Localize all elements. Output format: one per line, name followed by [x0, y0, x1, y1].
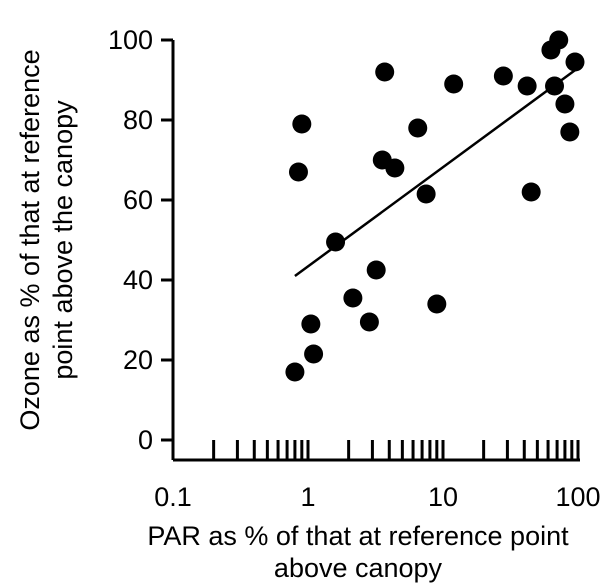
- x-tick-label: 100: [555, 482, 600, 512]
- data-point: [555, 94, 575, 114]
- data-point: [545, 76, 565, 96]
- data-point: [288, 162, 308, 182]
- y-tick-label: 0: [138, 425, 153, 455]
- data-points: [285, 30, 585, 382]
- data-point: [285, 362, 305, 382]
- data-point: [326, 232, 346, 252]
- data-point: [375, 62, 395, 82]
- y-axis-title-line-2: point above the canopy: [48, 100, 78, 380]
- data-point: [416, 184, 436, 204]
- data-point: [493, 66, 513, 86]
- x-tick-label: 1: [300, 482, 315, 512]
- axis-titles: PAR as % of that at reference pointabove…: [15, 49, 569, 583]
- data-point: [549, 30, 569, 50]
- x-axis-title-line-1: PAR as % of that at reference point: [147, 521, 569, 551]
- ticks: [161, 38, 580, 460]
- data-point: [444, 74, 464, 94]
- data-point: [427, 294, 447, 314]
- y-tick-label: 100: [108, 25, 153, 55]
- data-point: [343, 288, 363, 308]
- data-point: [385, 158, 405, 178]
- y-tick-label: 80: [123, 105, 153, 135]
- data-point: [408, 118, 428, 138]
- tick-labels: 0 20 40 60 80 100 0.1 1 10 100: [108, 25, 601, 512]
- data-point: [565, 52, 585, 72]
- y-axis-title-line-1: Ozone as % of that at reference: [15, 49, 45, 430]
- data-point: [366, 260, 386, 280]
- data-point: [301, 314, 321, 334]
- data-point: [560, 122, 580, 142]
- y-tick-label: 60: [123, 185, 153, 215]
- data-point: [517, 76, 537, 96]
- y-tick-label: 40: [123, 265, 153, 295]
- data-point: [359, 312, 379, 332]
- data-point: [521, 182, 541, 202]
- x-tick-label: 0.1: [154, 482, 192, 512]
- x-axis-title-line-2: above canopy: [274, 553, 443, 583]
- data-point: [292, 114, 312, 134]
- x-tick-label: 10: [428, 482, 458, 512]
- axes: [171, 40, 580, 462]
- data-point: [304, 344, 324, 364]
- y-tick-label: 20: [123, 345, 153, 375]
